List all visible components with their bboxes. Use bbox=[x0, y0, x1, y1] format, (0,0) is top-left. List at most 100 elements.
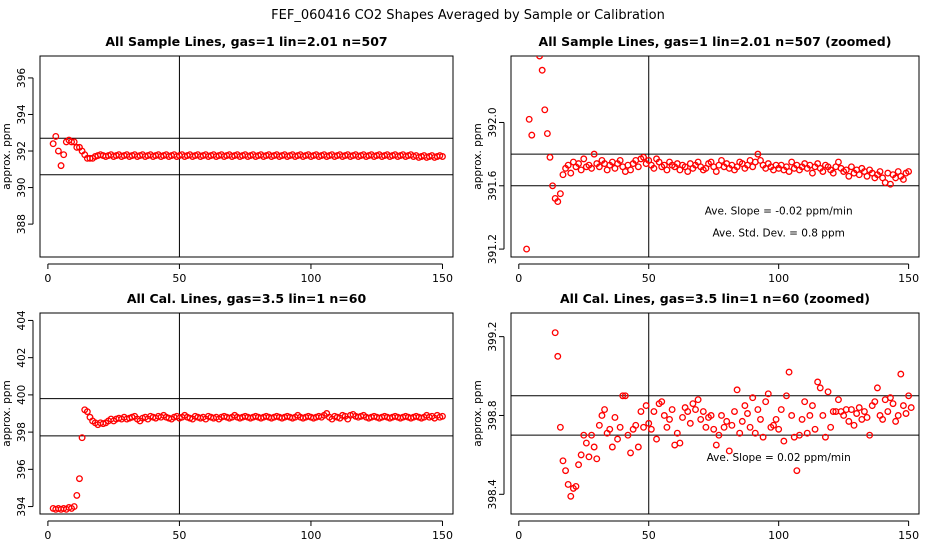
y-tick-label: 398.4 bbox=[487, 479, 499, 509]
data-point bbox=[76, 475, 83, 483]
data-point bbox=[697, 415, 705, 423]
data-points bbox=[49, 406, 446, 513]
data-point bbox=[549, 182, 557, 190]
data-point bbox=[684, 408, 692, 415]
data-point bbox=[809, 402, 816, 410]
data-point bbox=[595, 163, 603, 171]
data-point bbox=[785, 168, 793, 175]
data-point bbox=[879, 415, 887, 423]
data-point bbox=[559, 457, 567, 465]
data-point bbox=[611, 413, 619, 421]
data-point bbox=[543, 130, 551, 138]
data-point bbox=[720, 423, 728, 431]
data-point bbox=[616, 423, 624, 431]
data-point bbox=[699, 408, 707, 415]
data-point bbox=[663, 166, 671, 174]
x-tick-label: 100 bbox=[300, 272, 321, 285]
y-tick-label: 399.2 bbox=[487, 322, 499, 352]
data-point bbox=[642, 402, 650, 410]
data-point bbox=[723, 417, 731, 425]
data-point bbox=[559, 171, 567, 179]
data-point bbox=[684, 168, 692, 175]
data-point bbox=[741, 402, 749, 410]
data-point bbox=[538, 66, 546, 74]
panel-title: All Cal. Lines, gas=3.5 lin=1 n=60 (zoom… bbox=[560, 291, 870, 306]
data-point bbox=[780, 437, 788, 445]
y-tick-label: 392 bbox=[16, 141, 28, 161]
data-point bbox=[873, 384, 881, 392]
x-tick-label: 150 bbox=[898, 529, 919, 540]
y-axis-label: approx. ppm bbox=[472, 123, 484, 189]
data-point bbox=[551, 329, 559, 337]
data-point bbox=[637, 408, 645, 415]
y-tick-label: 392.0 bbox=[487, 107, 499, 137]
data-point bbox=[850, 421, 858, 429]
data-point bbox=[770, 421, 777, 429]
y-tick-label: 402 bbox=[16, 348, 28, 368]
x-tick-label: 50 bbox=[172, 529, 186, 540]
data-point bbox=[853, 410, 861, 417]
data-point bbox=[60, 151, 68, 159]
x-tick-label: 150 bbox=[432, 529, 453, 540]
data-point bbox=[798, 415, 806, 423]
data-point bbox=[806, 412, 814, 419]
y-tick-label: 400 bbox=[16, 385, 28, 405]
data-point bbox=[897, 370, 905, 378]
chart-p1: All Sample Lines, gas=1 lin=2.01 n=507 0 5… bbox=[1, 34, 454, 285]
data-point bbox=[847, 406, 855, 414]
data-point bbox=[668, 406, 676, 414]
data-point bbox=[905, 168, 913, 175]
data-point bbox=[725, 447, 733, 455]
data-point bbox=[886, 394, 894, 402]
data-points bbox=[523, 56, 913, 253]
x-tick-label: 150 bbox=[898, 272, 919, 285]
data-point bbox=[886, 180, 894, 188]
data-point bbox=[692, 406, 699, 414]
data-point bbox=[621, 392, 629, 400]
data-point bbox=[764, 390, 772, 398]
y-tick-label: 398.8 bbox=[487, 400, 499, 430]
data-point bbox=[751, 429, 759, 437]
y-tick-label: 396 bbox=[16, 459, 28, 479]
data-point bbox=[814, 378, 822, 386]
chart-p4: All Cal. Lines, gas=3.5 lin=1 n=60 (zoom… bbox=[472, 291, 920, 540]
data-point bbox=[889, 400, 897, 408]
data-point bbox=[577, 451, 585, 459]
plot-frame bbox=[510, 55, 920, 258]
data-point bbox=[905, 392, 913, 400]
y-tick-label: 404 bbox=[16, 310, 28, 330]
x-tick-label: 150 bbox=[432, 272, 453, 285]
data-point bbox=[876, 168, 884, 175]
x-tick-label: 0 bbox=[515, 529, 522, 540]
data-point bbox=[634, 163, 642, 171]
data-point bbox=[754, 150, 762, 158]
data-point bbox=[658, 398, 666, 406]
data-point bbox=[647, 425, 655, 433]
data-point bbox=[567, 492, 575, 500]
data-point bbox=[660, 412, 668, 419]
data-point bbox=[819, 412, 827, 419]
annotation: Ave. Slope = -0.02 ppm/min bbox=[705, 205, 853, 217]
data-point bbox=[577, 166, 585, 174]
data-point bbox=[83, 408, 91, 416]
y-axis-label: approx. ppm bbox=[472, 380, 484, 446]
y-tick-label: 394 bbox=[16, 104, 28, 124]
data-point bbox=[627, 166, 634, 174]
x-tick-label: 50 bbox=[642, 272, 656, 285]
data-point bbox=[845, 172, 853, 180]
data-point bbox=[575, 461, 583, 469]
data-point bbox=[757, 415, 764, 423]
data-point bbox=[546, 153, 554, 161]
data-point bbox=[855, 404, 863, 412]
data-point bbox=[694, 396, 702, 404]
data-point bbox=[57, 162, 65, 170]
data-point bbox=[632, 421, 640, 429]
data-point bbox=[614, 435, 621, 443]
data-point bbox=[754, 406, 762, 414]
x-tick-label: 0 bbox=[44, 529, 51, 540]
data-point bbox=[439, 153, 446, 160]
data-point bbox=[541, 106, 549, 114]
data-point bbox=[640, 423, 647, 431]
data-point bbox=[728, 421, 736, 429]
